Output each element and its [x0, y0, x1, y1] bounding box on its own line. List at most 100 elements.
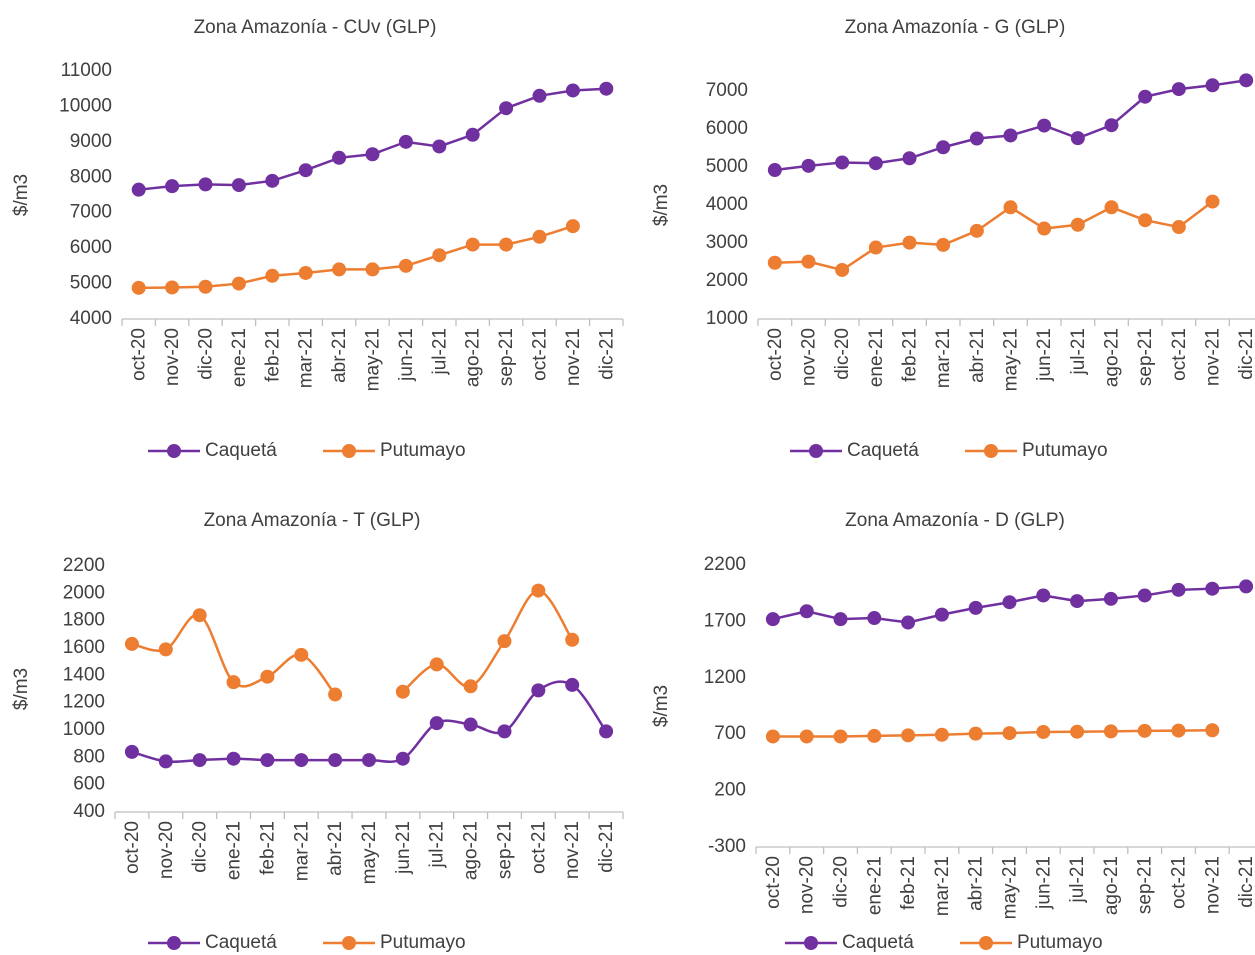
legend-marker [979, 936, 993, 950]
data-point [1239, 579, 1254, 594]
x-tick-label: abr-21 [966, 856, 987, 911]
y-tick-label: 8000 [70, 166, 112, 187]
data-point [765, 612, 780, 627]
x-tick-label: mar-21 [932, 856, 953, 916]
data-point [599, 724, 614, 739]
y-tick-label: 4000 [706, 194, 748, 215]
x-tick-label: may-21 [1001, 328, 1022, 391]
data-point [1036, 724, 1051, 739]
y-tick-label: 1200 [704, 667, 746, 688]
x-tick-label: oct-20 [129, 328, 150, 381]
x-tick-label: ene-21 [866, 328, 887, 387]
x-tick-label: abr-21 [967, 328, 988, 383]
data-point [165, 179, 180, 194]
y-tick-label: 10000 [59, 95, 112, 116]
data-point [463, 679, 478, 694]
data-point [1037, 118, 1052, 133]
data-point [767, 255, 782, 270]
data-point [192, 608, 207, 623]
x-tick-label: dic-20 [832, 328, 853, 380]
legend-marker [167, 936, 181, 950]
legend-label: Caquetá [205, 440, 277, 461]
data-point [532, 229, 547, 244]
data-point [1103, 591, 1118, 606]
data-point [902, 235, 917, 250]
y-tick-label: 11000 [61, 60, 112, 81]
legend-label: Caquetá [205, 932, 277, 953]
data-point [497, 724, 512, 739]
x-tick-label: sep-21 [1135, 856, 1156, 914]
data-point [260, 669, 275, 684]
x-tick-label: oct-20 [122, 821, 143, 874]
x-tick-label: jun-21 [396, 328, 417, 382]
data-point [868, 156, 883, 171]
x-tick-label: oct-20 [765, 328, 786, 381]
y-tick-label: 2000 [63, 582, 105, 603]
x-tick-label: oct-21 [530, 328, 551, 381]
data-point [1104, 200, 1119, 215]
y-tick-label: 1000 [63, 719, 105, 740]
y-tick-label: 2200 [63, 555, 105, 576]
x-tick-label: oct-20 [763, 856, 784, 909]
x-tick-label: sep-21 [496, 328, 517, 386]
legend-marker [804, 936, 818, 950]
data-point [499, 237, 514, 252]
data-point [1205, 723, 1220, 738]
chart: Zona Amazonía - G (GLP) $/m3 1000 2000 3000 4… [651, 17, 1255, 461]
chart-title: Zona Amazonía - G (GLP) [845, 17, 1066, 38]
data-point [565, 219, 580, 234]
x-tick-label: nov-20 [162, 328, 183, 386]
x-tick-label: dic-20 [196, 328, 217, 380]
data-point [497, 634, 512, 649]
data-point [395, 751, 410, 766]
data-point [362, 753, 376, 768]
y-tick-label: 6000 [706, 118, 748, 139]
x-tick-label: dic-20 [831, 856, 852, 908]
legend-label: Caquetá [847, 440, 919, 461]
data-point [765, 729, 780, 744]
data-point [867, 728, 882, 743]
data-point [799, 604, 814, 619]
legend-label: Putumayo [1017, 932, 1103, 953]
x-tick-label: dic-21 [596, 821, 617, 873]
data-point [1239, 73, 1254, 88]
data-point [1138, 213, 1153, 228]
x-tick-label: jun-21 [1033, 856, 1054, 910]
data-point [835, 262, 850, 277]
x-tick-label: abr-21 [325, 821, 346, 876]
x-tick-label: ago-21 [463, 328, 484, 387]
x-tick-label: may-21 [363, 328, 384, 391]
y-axis-label: $/m3 [651, 184, 672, 226]
data-point [565, 632, 580, 647]
data-point [1103, 724, 1118, 739]
y-tick-label: 1800 [63, 610, 105, 631]
chart-title: Zona Amazonía - CUv (GLP) [194, 17, 437, 38]
data-point [934, 607, 949, 622]
data-point [465, 127, 480, 142]
data-point [801, 254, 816, 269]
x-tick-label: nov-20 [799, 328, 820, 386]
y-tick-label: 800 [73, 746, 105, 767]
legend-marker [984, 444, 998, 458]
data-point [265, 268, 280, 283]
data-point [328, 687, 343, 702]
data-point [1070, 131, 1085, 146]
x-tick-label: feb-21 [257, 821, 278, 875]
data-point [332, 262, 347, 277]
data-point [294, 647, 309, 662]
data-point [968, 726, 983, 741]
x-tick-label: ene-21 [224, 821, 245, 880]
y-tick-label: 1200 [63, 692, 105, 713]
data-point [192, 753, 207, 768]
data-point [799, 729, 814, 744]
x-tick-label: ago-21 [461, 821, 482, 880]
data-point [499, 101, 514, 116]
data-point [131, 182, 146, 197]
legend-marker [167, 444, 181, 458]
data-point [1070, 724, 1085, 739]
y-tick-label: 4000 [70, 308, 112, 329]
data-point [532, 88, 547, 103]
data-point [131, 280, 146, 295]
